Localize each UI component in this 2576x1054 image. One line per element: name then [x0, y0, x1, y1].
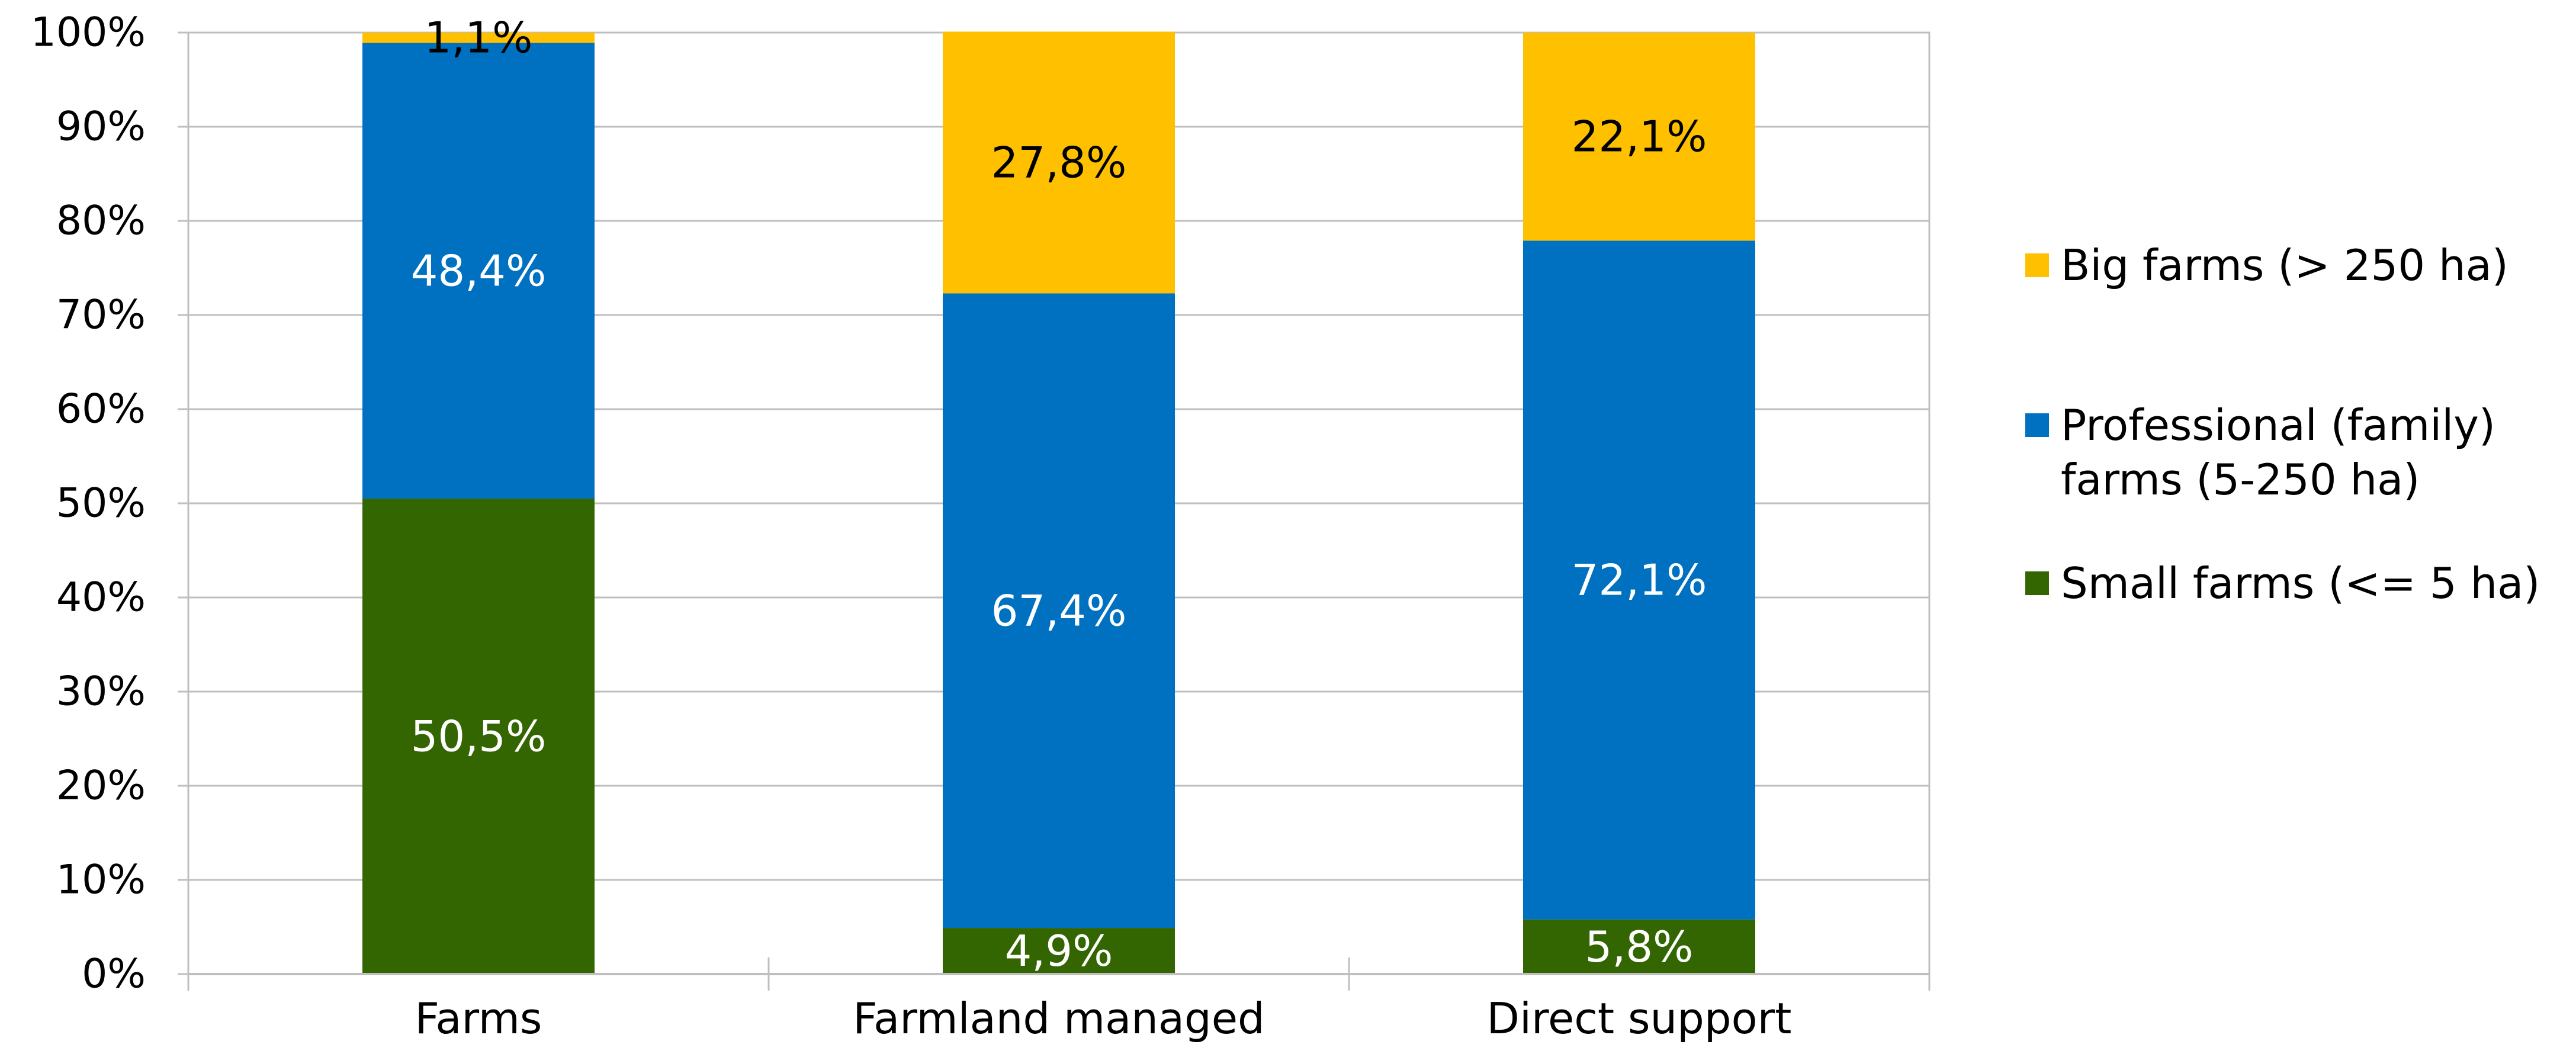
data-label: 67,4%	[991, 586, 1127, 635]
y-tick-label: 30%	[56, 669, 146, 715]
data-label: 5,8%	[1585, 922, 1694, 972]
y-tick-label: 100%	[31, 9, 146, 56]
legend-label-line: farms (5-250 ha)	[2061, 455, 2420, 504]
legend-label-line: Small farms (<= 5 ha)	[2061, 558, 2540, 608]
y-tick-label: 0%	[82, 951, 146, 998]
data-label: 27,8%	[991, 137, 1127, 187]
y-tick-label: 80%	[56, 198, 146, 245]
y-tick-label: 40%	[56, 574, 146, 621]
y-axis: 0% 10% 20% 30% 40% 50% 60% 70% 80% 90% 100%	[31, 9, 188, 998]
legend-swatch	[2025, 413, 2049, 437]
data-label: 72,1%	[1572, 555, 1707, 605]
y-tick-label: 10%	[56, 857, 146, 904]
y-tick-label: 50%	[56, 480, 146, 527]
data-label: 22,1%	[1572, 112, 1707, 162]
bar-segment	[943, 31, 1175, 294]
legend-label-line: Big farms (> 250 ha)	[2061, 240, 2508, 290]
bar-segment	[1523, 919, 1755, 974]
bar-segment	[1523, 240, 1755, 920]
legend-label: Small farms (<= 5 ha)	[2061, 558, 2540, 608]
bar-segment	[1523, 33, 1755, 241]
data-label: 48,4%	[411, 246, 547, 295]
legend-label: Big farms (> 250 ha)	[2061, 240, 2508, 290]
y-tick-label: 60%	[56, 386, 146, 433]
legend-swatch	[2025, 253, 2049, 277]
data-label: 1,1%	[425, 13, 533, 63]
legend-swatch	[2025, 571, 2049, 595]
data-label: 50,5%	[411, 712, 547, 761]
x-category-label: Farmland managed	[853, 994, 1264, 1043]
y-tick-label: 90%	[56, 104, 146, 150]
y-tick-label: 70%	[56, 292, 146, 339]
x-axis: Farms Farmland managed Direct support	[187, 957, 1931, 1043]
data-label: 4,9%	[1005, 926, 1113, 976]
x-category-label: Farms	[415, 994, 542, 1043]
legend: Big farms (> 250 ha) Professional (family…	[2025, 240, 2540, 608]
legend-label-line: Professional (family)	[2061, 400, 2495, 450]
bars	[362, 31, 1755, 974]
y-tick-label: 20%	[56, 763, 146, 809]
legend-label: Professional (family) farms (5-250 ha)	[2061, 400, 2495, 504]
x-category-label: Direct support	[1487, 994, 1792, 1043]
bar-segment	[362, 43, 595, 499]
bar-segment	[362, 499, 595, 974]
bar-segment	[943, 928, 1175, 974]
bar-segment	[943, 293, 1175, 928]
data-labels: 50,5% 48,4% 1,1% 4,9% 67,4% 27,8% 5,8% 72,1% 22,…	[411, 13, 1707, 976]
bar-segment	[362, 33, 595, 43]
